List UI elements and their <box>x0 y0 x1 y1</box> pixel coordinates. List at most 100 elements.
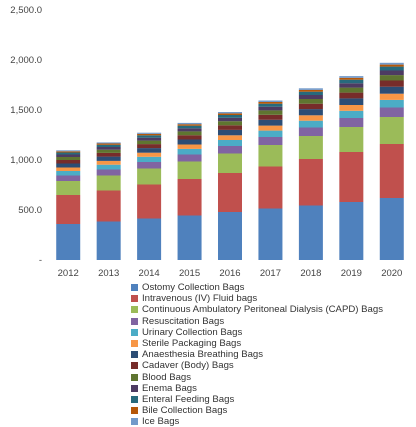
legend-item: Anaesthesia Breathing Bags <box>131 349 411 360</box>
bar-segment <box>218 113 242 115</box>
legend-item: Enteral Feeding Bags <box>131 394 411 405</box>
x-tick-label: 2017 <box>260 268 281 279</box>
bar-segment <box>56 152 81 155</box>
bar-segment <box>298 109 323 116</box>
bar-segment <box>177 144 202 149</box>
bar-segment <box>137 144 162 149</box>
bar-segment <box>339 152 364 202</box>
y-tick-label: 500.0 <box>18 205 42 216</box>
y-tick-label: 2,500.0 <box>10 5 42 16</box>
bar-segment <box>56 151 81 153</box>
x-tick-label: 2018 <box>300 268 321 279</box>
bar-segment <box>56 167 81 171</box>
bar-segment <box>96 169 121 176</box>
bar-segment <box>218 135 242 140</box>
bar-segment <box>96 156 121 161</box>
bar-segment <box>96 160 121 165</box>
bars <box>56 62 404 260</box>
bar-segment <box>96 164 121 170</box>
bar-segment <box>258 166 283 209</box>
legend-label: Ice Bags <box>142 416 180 427</box>
bar-segment <box>56 150 81 152</box>
bar-segment <box>137 132 162 134</box>
legend-label: Enteral Feeding Bags <box>142 393 235 405</box>
bar-segment <box>218 212 242 260</box>
bar-segment <box>56 181 81 195</box>
x-tick-label: 2019 <box>341 268 362 279</box>
bar-segment <box>177 124 202 126</box>
bar-segment <box>258 106 283 111</box>
bar-segment <box>298 95 323 99</box>
bar-segment <box>298 103 323 110</box>
legend-item: Enema Bags <box>131 383 411 394</box>
bar-segment <box>177 135 202 140</box>
stacked-bar-chart: -500.01,000.01,500.02,000.02,500.0 2012 2… <box>10 5 404 279</box>
bar-segment <box>298 159 323 206</box>
bar-segment <box>218 115 242 118</box>
y-tick-label: 1,000.0 <box>10 155 42 166</box>
bar-segment <box>96 152 121 157</box>
bar-segment <box>177 125 202 129</box>
bar-segment <box>137 148 162 153</box>
bar-segment <box>258 110 283 115</box>
bar-segment <box>96 175 121 191</box>
bar-segment <box>56 195 81 224</box>
bar-segment <box>379 80 404 87</box>
legend-swatch <box>131 306 138 314</box>
legend-item: Resuscitation Bags <box>131 316 411 327</box>
x-tick-label: 2013 <box>98 268 119 279</box>
bar-segment <box>96 147 121 150</box>
legend-swatch <box>131 284 138 292</box>
legend-item: Intravenous (IV) Fluid bags <box>131 293 411 304</box>
bar-segment <box>339 202 364 260</box>
bar-segment <box>379 66 404 71</box>
bar-segment <box>298 89 323 92</box>
bar-segment <box>177 128 202 132</box>
bar-segment <box>137 133 162 136</box>
bar-segment <box>137 184 162 219</box>
bar-segment <box>379 117 404 144</box>
bar-segment <box>258 103 283 107</box>
bar-segment <box>137 156 162 162</box>
bar-segment <box>339 98 364 105</box>
bar-segment <box>177 215 202 260</box>
bar-segment <box>56 224 81 260</box>
bar-segment <box>379 99 404 108</box>
bar-segment <box>298 88 323 90</box>
bar-segment <box>218 121 242 126</box>
legend-item: Continuous Ambulatory Peritoneal Dialysi… <box>131 304 411 315</box>
bar-segment <box>258 100 283 102</box>
bar-segment <box>137 137 162 141</box>
bar-segment <box>137 140 162 145</box>
bar-segment <box>379 64 404 67</box>
bar-segment <box>298 120 323 128</box>
bar-segment <box>258 114 283 120</box>
bar-segment <box>339 105 364 111</box>
legend-swatch <box>131 295 138 303</box>
bar-segment <box>96 143 121 145</box>
legend-label: Blood Bags <box>142 371 192 383</box>
bar-segment <box>379 70 404 76</box>
legend-swatch <box>131 328 138 336</box>
bar-segment <box>339 77 364 80</box>
bar-segment <box>298 127 323 136</box>
bar-segment <box>218 125 242 130</box>
bar-segment <box>177 161 202 179</box>
y-tick-label: 1,500.0 <box>10 105 42 116</box>
bar-segment <box>339 118 364 127</box>
bar-segment <box>177 139 202 145</box>
bar-segment <box>218 112 242 114</box>
bar-segment <box>339 127 364 152</box>
y-tick-label: 2,000.0 <box>10 55 42 66</box>
bar-segment <box>339 87 364 93</box>
legend-label: Enema Bags <box>142 382 197 394</box>
x-tick-label: 2015 <box>179 268 200 279</box>
bar-segment <box>96 142 121 144</box>
legend-label: Anaesthesia Breathing Bags <box>142 349 264 361</box>
bar-segment <box>339 110 364 118</box>
legend-item: Urinary Collection Bags <box>131 327 411 338</box>
bar-segment <box>379 107 404 117</box>
bar-segment <box>379 75 404 81</box>
bar-segment <box>56 154 81 157</box>
x-tick-label: 2016 <box>219 268 240 279</box>
